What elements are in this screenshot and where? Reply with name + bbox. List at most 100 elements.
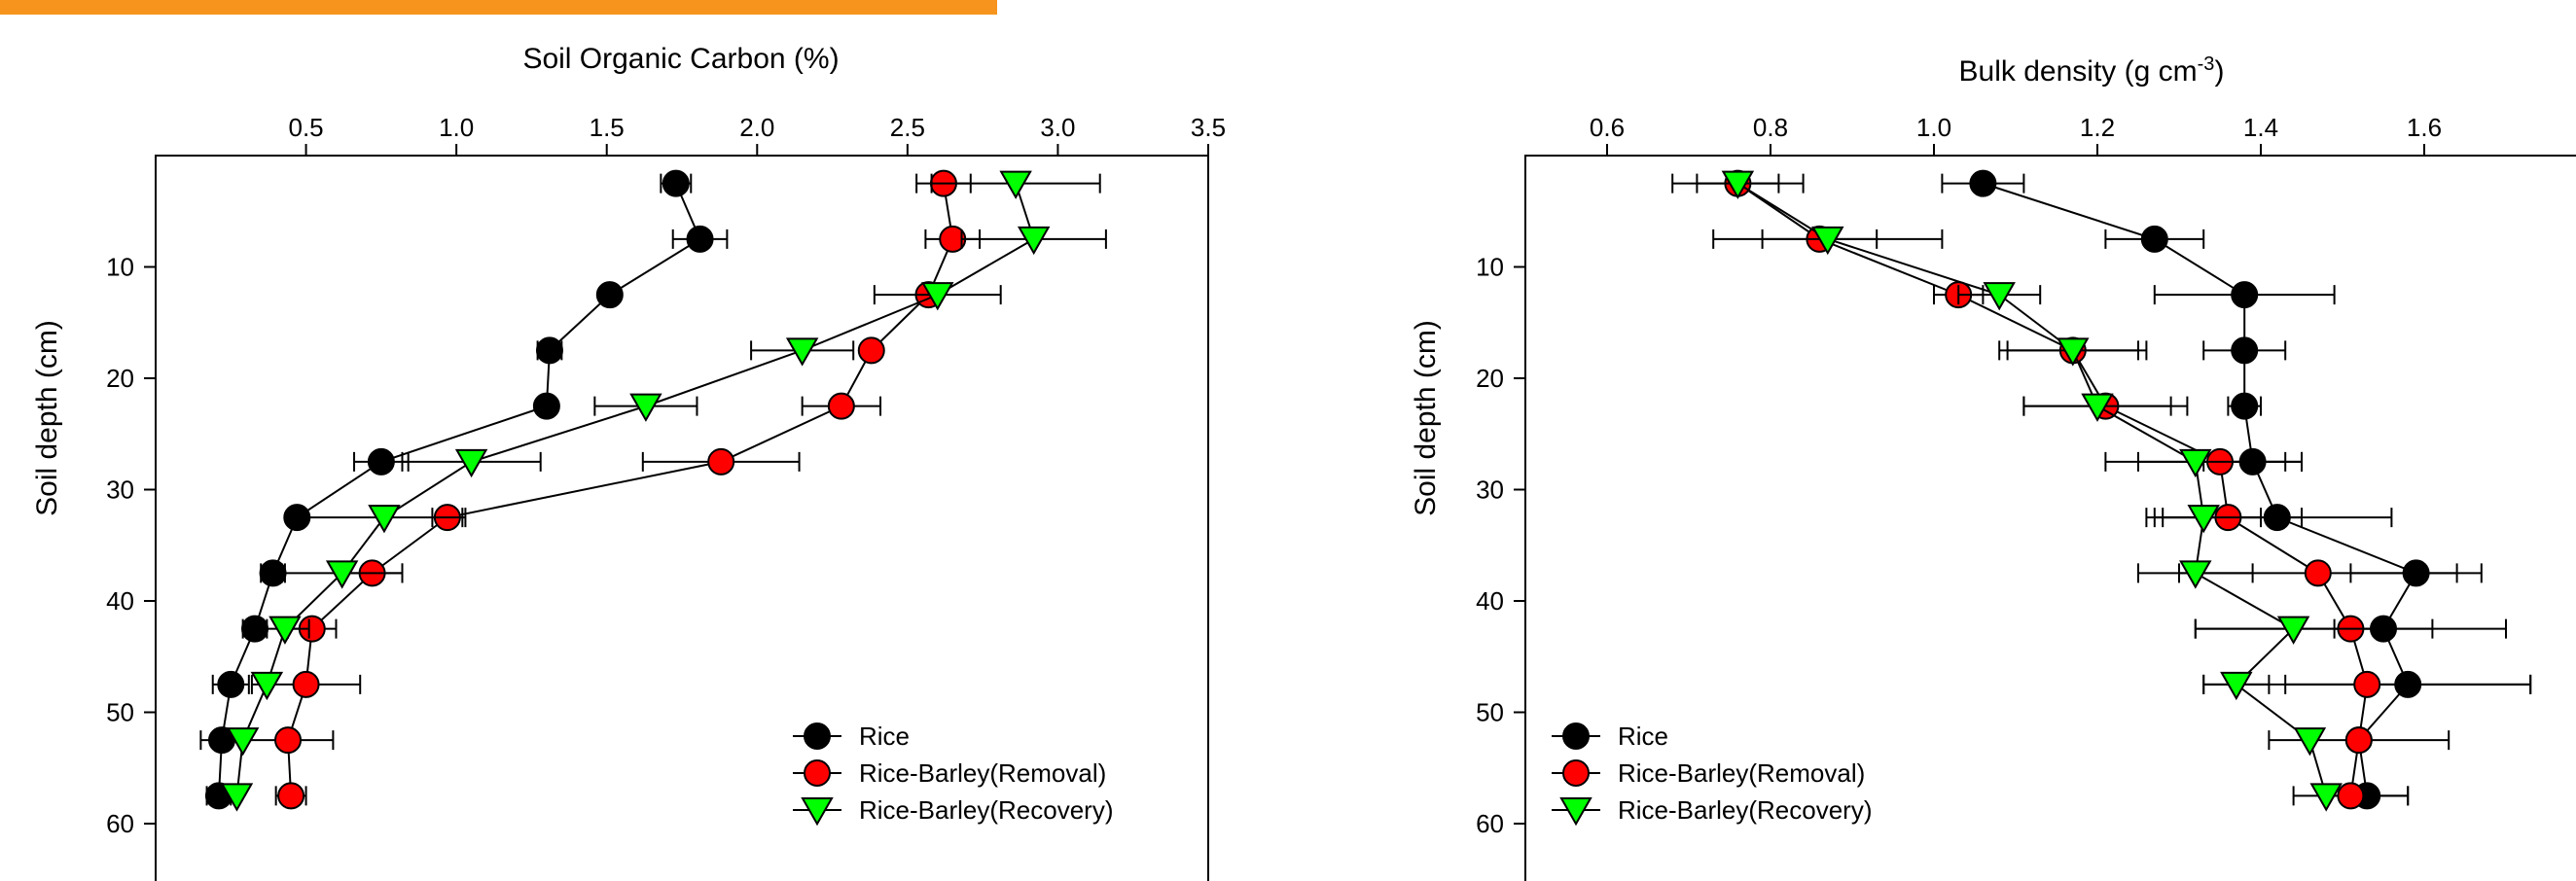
legend-marker — [804, 722, 831, 750]
data-point — [857, 336, 885, 365]
y-axis-label: Soil depth (cm) — [31, 320, 63, 516]
x-axis-label: Bulk density (g cm-3) — [1959, 53, 2225, 88]
y-tick-label: 40 — [106, 586, 134, 616]
y-tick-label: 50 — [106, 698, 134, 727]
data-point — [2179, 560, 2212, 589]
data-point — [2231, 336, 2259, 365]
chart-soil-organic-carbon: 0.5 1.0 1.5 2.0 2.5 3.0 3.5 10 20 30 40 50 60 Soil Or… — [31, 43, 1226, 881]
data-point — [2344, 726, 2373, 755]
data-point — [532, 392, 560, 420]
data-point — [277, 782, 305, 810]
series-1 — [241, 169, 982, 810]
x-tick-label: 2.5 — [890, 113, 925, 142]
data-point — [921, 282, 954, 311]
x-tick-label: 1.4 — [2243, 113, 2278, 142]
data-point — [368, 505, 401, 534]
data-point — [1811, 226, 1844, 256]
data-point — [2293, 727, 2327, 757]
y-tick-label: 50 — [1476, 698, 1504, 727]
legend-marker — [1562, 722, 1590, 750]
axis-frame — [1524, 155, 2576, 881]
data-point — [226, 727, 260, 757]
x-tick-label: 3.5 — [1191, 113, 1226, 142]
x-tick-label: 1.0 — [1916, 113, 1951, 142]
data-point — [367, 447, 395, 476]
y-tick-label: 60 — [106, 809, 134, 838]
y-tick-label: 60 — [1476, 809, 1504, 838]
data-point — [2304, 559, 2332, 587]
legend-marker — [804, 759, 831, 787]
data-point — [292, 670, 320, 698]
data-point — [217, 670, 245, 698]
data-point — [2187, 505, 2220, 534]
series-2 — [220, 170, 1107, 812]
axis-frame — [155, 155, 1209, 881]
data-point — [1969, 169, 1997, 197]
x-tick-label: 0.6 — [1590, 113, 1625, 142]
data-point — [1983, 282, 2016, 311]
x-tick-label: 2.0 — [739, 113, 774, 142]
legend-label: Rice — [1618, 722, 1668, 751]
x-tick-label: 1.0 — [439, 113, 474, 142]
legend-label: Rice-Barley(Removal) — [859, 758, 1106, 788]
legend-label: Rice — [859, 722, 910, 751]
y-tick-label: 30 — [1476, 476, 1504, 505]
data-point — [827, 392, 855, 420]
legend: Rice Rice-Barley(Removal) Rice-Barley(Reco… — [793, 722, 1114, 827]
y-tick-label: 10 — [1476, 253, 1504, 282]
y-tick-label: 20 — [1476, 364, 1504, 393]
data-point — [2353, 670, 2381, 698]
x-tick-label: 0.8 — [1753, 113, 1788, 142]
data-point — [2220, 671, 2253, 701]
data-point — [268, 616, 302, 645]
data-point — [1721, 170, 1755, 199]
data-point — [1017, 226, 1051, 256]
x-tick-label: 3.0 — [1040, 113, 1075, 142]
data-point — [2337, 782, 2365, 810]
data-point — [220, 783, 254, 812]
legend-label: Rice-Barley(Removal) — [1618, 758, 1865, 788]
data-point — [2140, 225, 2168, 253]
data-point — [2231, 281, 2259, 309]
data-point — [2309, 783, 2343, 812]
x-tick-label: 1.2 — [2080, 113, 2115, 142]
series-line — [287, 183, 954, 796]
legend: Rice Rice-Barley(Removal) Rice-Barley(Reco… — [1552, 722, 1873, 827]
y-tick-label: 30 — [106, 476, 134, 505]
data-point — [686, 225, 714, 253]
series-line — [1736, 182, 2369, 796]
data-point — [325, 560, 359, 589]
series-2 — [1671, 170, 2393, 812]
series-0 — [199, 169, 729, 810]
data-point — [2057, 337, 2090, 367]
accent-bar — [0, 0, 997, 15]
chart-bulk-density: 0.60.81.01.21.41.61102030405060Bulk dens… — [1410, 53, 2576, 881]
series-line — [217, 183, 701, 796]
legend-marker — [1559, 797, 1592, 827]
data-point — [629, 393, 662, 422]
data-point — [662, 169, 690, 197]
data-point — [250, 671, 284, 701]
data-point — [274, 726, 303, 755]
legend-marker — [1562, 759, 1590, 787]
series-line — [1736, 182, 2328, 796]
y-tick-label: 40 — [1476, 586, 1504, 616]
y-tick-label: 10 — [106, 253, 134, 282]
data-point — [2231, 392, 2259, 420]
x-axis-label-superscript: -3 — [2198, 53, 2215, 75]
x-axis-label: Soil Organic Carbon (%) — [522, 43, 839, 75]
data-point — [999, 170, 1032, 199]
legend-label: Rice-Barley(Recovery) — [859, 795, 1114, 825]
series-line — [235, 183, 1035, 796]
series-0 — [1941, 169, 2532, 810]
data-point — [2081, 393, 2114, 422]
x-tick-label: 1.5 — [590, 113, 625, 142]
x-tick-label: 1.6 — [2407, 113, 2442, 142]
data-point — [785, 337, 819, 367]
y-axis-label: Soil depth (cm) — [1410, 320, 1442, 516]
x-tick-label: 0.5 — [288, 113, 323, 142]
y-tick-label: 20 — [106, 364, 134, 393]
data-point — [535, 336, 563, 365]
data-point — [595, 281, 624, 309]
